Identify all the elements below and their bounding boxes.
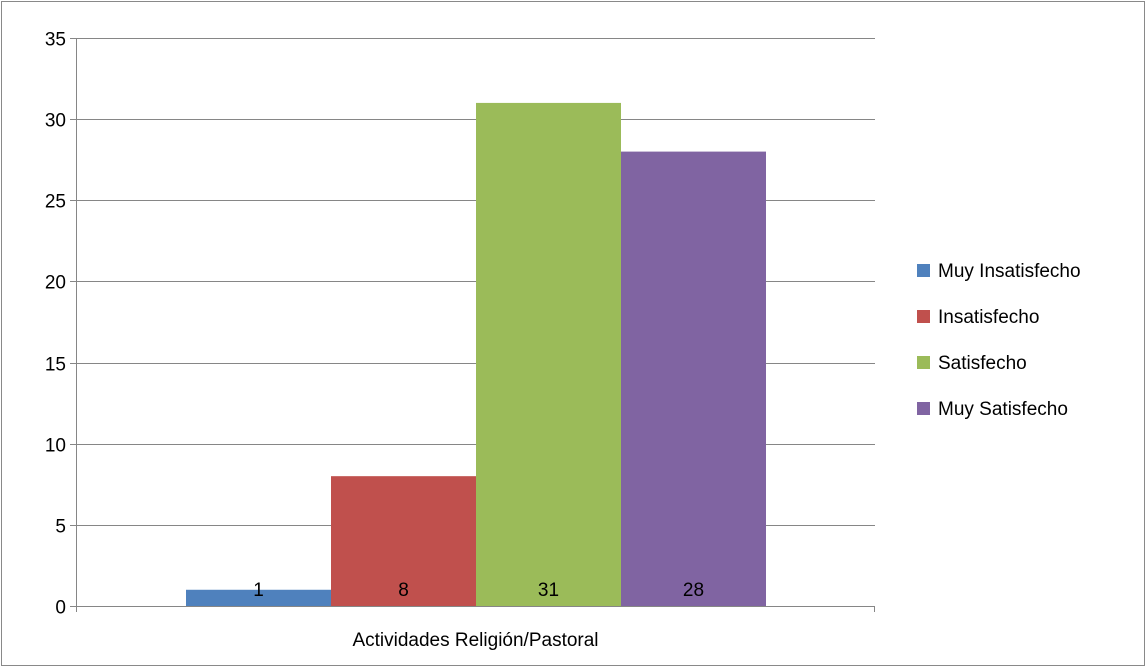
y-tick-label-20: 20 bbox=[45, 273, 66, 294]
legend-swatch-insatisfecho bbox=[917, 310, 930, 323]
legend-swatch-satisfecho bbox=[917, 356, 930, 369]
legend-label-satisfecho: Satisfecho bbox=[938, 353, 1027, 374]
data-label-muy-satisfecho: 28 bbox=[683, 580, 704, 601]
y-tick-label-15: 15 bbox=[45, 355, 66, 376]
legend-label-muy-satisfecho: Muy Satisfecho bbox=[938, 399, 1068, 420]
y-tick-label-5: 5 bbox=[55, 517, 66, 538]
legend: Muy Insatisfecho Insatisfecho Satisfecho Mu… bbox=[917, 261, 1081, 420]
y-tick-label-30: 30 bbox=[45, 111, 66, 132]
bar-muy-satisfecho bbox=[621, 151, 766, 606]
y-tick-label-0: 0 bbox=[55, 598, 66, 619]
data-label-insatisfecho: 8 bbox=[398, 580, 409, 601]
axes bbox=[70, 38, 875, 612]
data-label-satisfecho: 31 bbox=[538, 580, 559, 601]
legend-swatch-muy-satisfecho bbox=[917, 402, 930, 415]
bars bbox=[186, 102, 766, 607]
y-tick-labels: 0 5 10 15 20 25 30 35 bbox=[45, 30, 66, 619]
data-label-muy-insatisfecho: 1 bbox=[253, 580, 264, 601]
y-tick-label-35: 35 bbox=[45, 30, 66, 51]
y-tick-label-10: 10 bbox=[45, 436, 66, 457]
data-labels: 1 8 31 28 bbox=[253, 580, 704, 601]
bar-satisfecho bbox=[476, 102, 621, 607]
y-tick-label-25: 25 bbox=[45, 192, 66, 213]
x-category-label: Actividades Religión/Pastoral bbox=[352, 630, 598, 651]
legend-label-insatisfecho: Insatisfecho bbox=[938, 307, 1039, 328]
legend-swatch-muy-insatisfecho bbox=[917, 264, 930, 277]
legend-label-muy-insatisfecho: Muy Insatisfecho bbox=[938, 261, 1081, 282]
bar-insatisfecho bbox=[331, 476, 476, 606]
bar-muy-insatisfecho bbox=[186, 589, 331, 606]
